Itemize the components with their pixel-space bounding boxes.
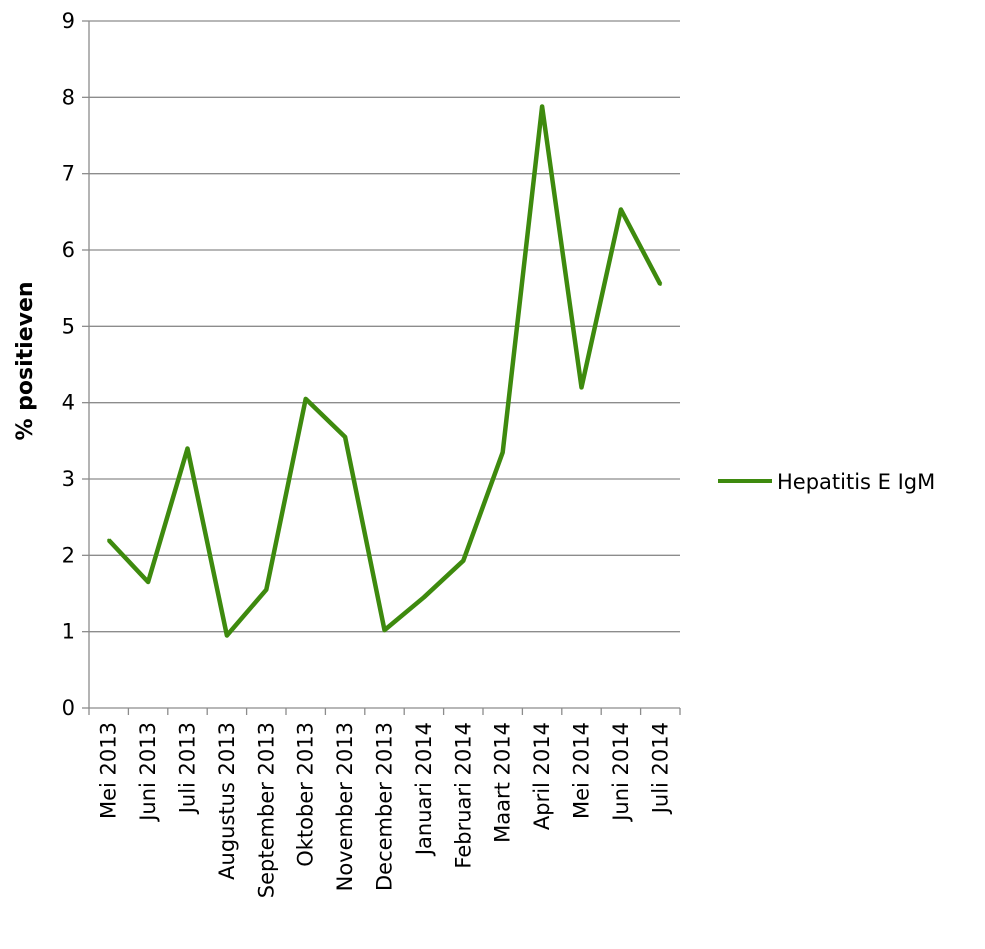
legend-label: Hepatitis E IgM — [777, 470, 935, 494]
data-point — [580, 385, 583, 389]
series-layer — [107, 104, 663, 638]
y-tick-label: 3 — [62, 467, 75, 491]
x-tick-label: Februari 2014 — [451, 722, 475, 869]
x-tick-label: Juli 2013 — [176, 722, 200, 815]
x-tick-label: Juni 2013 — [136, 722, 160, 823]
x-tick-label: November 2013 — [333, 722, 357, 891]
data-point — [304, 397, 308, 401]
gridlines — [89, 20, 680, 633]
x-tick-label: Mei 2013 — [97, 722, 121, 819]
y-tick-label: 7 — [62, 162, 75, 186]
data-point — [146, 580, 150, 584]
y-tick-label: 5 — [62, 314, 75, 338]
x-axis: Mei 2013 Juni 2013 Juli 2013 Augustus 2013 S… — [88, 707, 681, 898]
data-point — [461, 559, 465, 563]
x-tick-label: Mei 2014 — [570, 722, 594, 819]
series-line — [107, 104, 663, 638]
y-tick-label: 6 — [62, 238, 75, 262]
legend: Hepatitis E IgM — [718, 470, 935, 494]
data-point — [501, 450, 505, 454]
x-tick-label: Januari 2014 — [412, 722, 436, 857]
data-point — [107, 538, 111, 542]
data-point — [540, 104, 544, 108]
y-axis-title: % positieven — [13, 281, 38, 440]
x-tick-label: September 2013 — [254, 722, 278, 898]
y-tick-label: 2 — [62, 543, 75, 567]
y-tick-label: 0 — [62, 696, 75, 720]
y-tick-label: 9 — [62, 9, 75, 33]
data-point — [343, 435, 347, 439]
data-point — [225, 633, 229, 637]
y-tick-label: 4 — [62, 391, 75, 415]
data-point — [619, 208, 623, 212]
data-point — [264, 588, 268, 592]
x-tick-label: April 2014 — [530, 722, 554, 830]
data-point — [186, 446, 189, 450]
x-tick-label: Juli 2014 — [648, 722, 672, 815]
data-point — [658, 282, 662, 286]
x-tick-label: Juni 2014 — [609, 722, 633, 823]
y-tick-label: 8 — [62, 85, 75, 109]
x-tick-label: Maart 2014 — [491, 722, 515, 843]
y-axis: 0 1 2 3 4 5 6 7 8 9 — [62, 9, 90, 720]
x-tick-label: Augustus 2013 — [215, 722, 239, 880]
data-point — [422, 595, 426, 599]
x-tick-label: Oktober 2013 — [294, 722, 318, 867]
data-point — [383, 628, 386, 632]
y-tick-label: 1 — [62, 620, 75, 644]
x-tick-label: December 2013 — [373, 722, 397, 891]
